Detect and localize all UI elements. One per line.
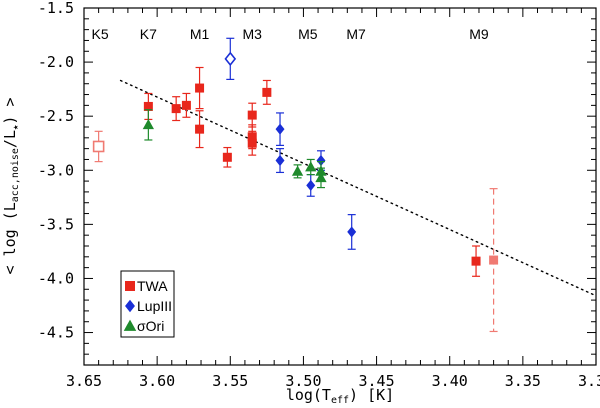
y-tick-label: -3.5 xyxy=(38,215,74,233)
data-points xyxy=(92,37,499,333)
square-point xyxy=(92,140,105,153)
diamond-point xyxy=(275,154,285,167)
spectral-type-label: M1 xyxy=(190,26,210,42)
x-tick-label: 3.45 xyxy=(359,372,395,390)
x-tick-labels: 3.65 3.60 3.55 3.50 3.45 3.40 3.35 3.30 xyxy=(66,372,600,390)
x-tick-label: 3.65 xyxy=(66,372,102,390)
spectral-type-label: K7 xyxy=(140,26,157,42)
spectral-type-label: K5 xyxy=(92,26,109,42)
y-tick-label: -4.5 xyxy=(38,324,74,342)
diamond-point xyxy=(224,51,237,67)
diamond-point xyxy=(347,226,357,238)
x-tick-label: 3.35 xyxy=(505,372,541,390)
legend-label: TWA xyxy=(137,278,168,294)
x-tick-label: 3.55 xyxy=(212,372,248,390)
square-point xyxy=(181,100,191,110)
x-tick-label: 3.60 xyxy=(139,372,175,390)
square-point xyxy=(262,87,272,97)
x-axis-title: log(Teff) [K] xyxy=(286,386,394,406)
triangle-point xyxy=(291,165,304,176)
legend-marker-diamond xyxy=(125,299,135,313)
square-point xyxy=(489,255,499,265)
y-tick-label: -2.5 xyxy=(38,107,74,125)
x-tick-label: 3.30 xyxy=(578,372,600,390)
legend-marker-triangle xyxy=(123,319,137,331)
y-tick-label: -1.5 xyxy=(38,0,74,17)
y-tick-label: -4.0 xyxy=(38,269,74,287)
spectral-type-label: M5 xyxy=(298,26,318,42)
y-tick-labels: -1.5 -2.0 -2.5 -3.0 -3.5 -4.0 -4.5 xyxy=(38,0,74,342)
x-tick-label: 3.40 xyxy=(432,372,468,390)
diamond-point xyxy=(306,179,316,192)
square-point xyxy=(195,83,205,93)
spectral-type-label: M3 xyxy=(243,26,263,42)
axis-ticks xyxy=(83,7,597,366)
x-tick-label: 3.50 xyxy=(285,372,321,390)
square-point xyxy=(247,110,257,120)
y-tick-label: -2.0 xyxy=(38,53,74,71)
spectral-type-label: M7 xyxy=(346,26,366,42)
legend: TWA LupIII σOri xyxy=(120,270,175,338)
spectral-type-labels: K5 K7 M1 M3 M5 M7 M9 xyxy=(92,26,489,42)
square-point xyxy=(195,124,205,134)
legend-marker-square xyxy=(125,281,135,291)
square-point xyxy=(247,138,257,148)
square-point xyxy=(222,152,232,162)
square-point xyxy=(471,256,481,266)
triangle-point xyxy=(315,172,327,183)
fit-line xyxy=(119,79,596,297)
y-tick-label: -3.0 xyxy=(38,161,74,179)
triangle-point xyxy=(305,161,317,172)
plot-frame xyxy=(83,7,597,366)
square-point xyxy=(171,104,181,114)
diamond-point xyxy=(275,123,285,135)
legend-label: σOri xyxy=(137,318,164,334)
legend-label: LupIII xyxy=(137,298,172,314)
y-axis-title: < log (Lacc,noise/L★) > xyxy=(1,97,21,274)
triangle-point xyxy=(142,119,155,130)
spectral-type-label: M9 xyxy=(469,26,489,42)
